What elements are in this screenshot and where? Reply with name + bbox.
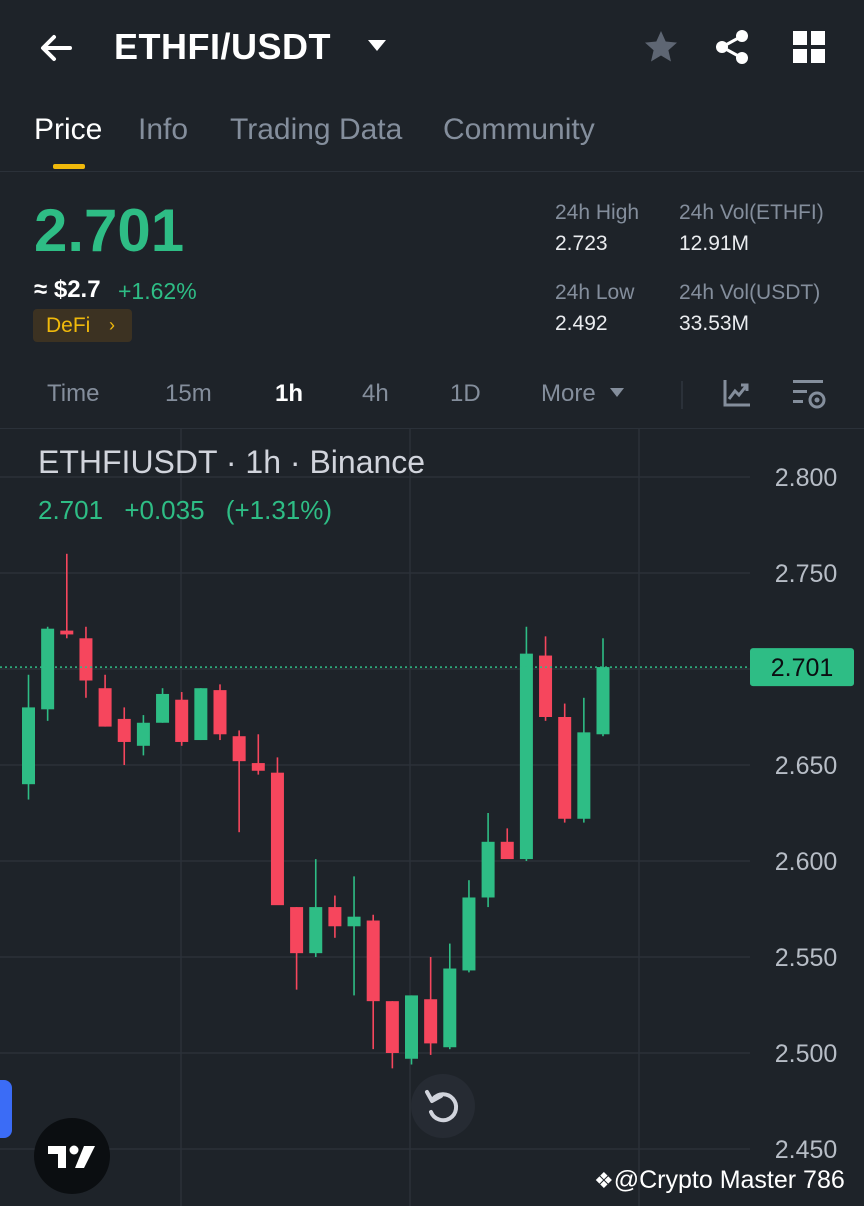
tab-info[interactable]: Info — [138, 113, 189, 146]
tab-trading-data[interactable]: Trading Data — [230, 113, 403, 146]
candle-body[interactable] — [270, 772, 284, 906]
candle-body[interactable] — [232, 736, 246, 762]
stat-vol-quote-label: 24h Vol(USDT) — [679, 281, 821, 304]
candle-body[interactable] — [290, 907, 304, 954]
candle-body[interactable] — [539, 655, 553, 717]
candle-body[interactable] — [79, 638, 93, 681]
candle-body[interactable] — [328, 907, 342, 927]
y-tick-label: 2.650 — [775, 752, 838, 780]
candle-body[interactable] — [366, 920, 380, 1002]
more-dropdown-icon[interactable] — [610, 388, 624, 397]
share-icon[interactable] — [713, 28, 751, 66]
candle-body[interactable] — [251, 763, 265, 771]
candle-body[interactable] — [443, 968, 457, 1048]
y-tick-label: 2.800 — [775, 464, 838, 492]
candle-body[interactable] — [309, 907, 323, 954]
tab-price[interactable]: Price — [34, 113, 103, 146]
separator — [681, 381, 683, 409]
chart-legend: 2.701 +0.035 (+1.31%) — [38, 495, 346, 526]
pair-title[interactable]: ETHFI/USDT — [114, 26, 331, 67]
y-tick-label: 2.500 — [775, 1040, 838, 1068]
chevron-down-icon[interactable] — [368, 40, 386, 51]
chart-settings-icon[interactable] — [791, 376, 827, 412]
interval-more[interactable]: More — [541, 380, 596, 407]
reset-icon — [425, 1090, 459, 1123]
interval-15m[interactable]: 15m — [165, 380, 212, 407]
category-tag-label: DeFi — [46, 314, 91, 337]
candle-body[interactable] — [136, 722, 150, 746]
last-price-badge — [750, 648, 854, 687]
candle-body[interactable] — [41, 628, 55, 710]
candle-body[interactable] — [577, 732, 591, 819]
candle-body[interactable] — [194, 688, 208, 741]
chart-title: ETHFIUSDT · 1h · Binance — [38, 444, 426, 480]
last-price: 2.701 — [34, 197, 185, 264]
candle-body[interactable] — [519, 653, 533, 860]
interval-4h[interactable]: 4h — [362, 380, 389, 407]
stat-vol-base-label: 24h Vol(ETHFI) — [679, 201, 824, 224]
stat-high-label: 24h High — [555, 201, 640, 224]
stat-low-label: 24h Low — [555, 281, 635, 304]
candle-body[interactable] — [117, 718, 131, 742]
candle-body[interactable] — [213, 690, 227, 735]
candle-body[interactable] — [347, 916, 361, 927]
candle-body[interactable] — [596, 667, 610, 735]
y-tick-label: 2.450 — [775, 1136, 838, 1164]
y-tick-label: 2.550 — [775, 944, 838, 972]
stat-high-value: 2.723 — [555, 232, 608, 255]
category-tag[interactable]: DeFi › — [33, 309, 132, 342]
reset-chart-button[interactable] — [411, 1074, 475, 1138]
y-tick-label: 2.600 — [775, 848, 838, 876]
last-price-badge-label: 2.701 — [771, 654, 834, 682]
chart-change-value: +0.035 — [124, 495, 205, 525]
side-panel-handle[interactable] — [0, 1080, 12, 1138]
chart-close-value: 2.701 — [38, 495, 104, 525]
candle-body[interactable] — [424, 999, 438, 1044]
tradingview-logo-icon — [48, 1145, 95, 1168]
usd-price: ≈ $2.7 — [34, 276, 101, 303]
stat-vol-quote-value: 33.53M — [679, 312, 750, 335]
grid-icon[interactable] — [792, 30, 826, 64]
candle-body[interactable] — [175, 699, 189, 742]
tradingview-logo[interactable] — [34, 1118, 110, 1194]
y-tick-label: 2.750 — [775, 560, 838, 588]
candle-body[interactable] — [405, 995, 418, 1059]
indicator-icon[interactable] — [722, 378, 752, 408]
watermark: ❖@Crypto Master 786 — [594, 1166, 845, 1194]
candle-body[interactable] — [500, 841, 514, 860]
active-tab-indicator — [53, 164, 85, 169]
chevron-right-icon: › — [109, 315, 115, 335]
tab-community[interactable]: Community — [443, 113, 595, 146]
candle-body[interactable] — [98, 688, 112, 727]
stat-vol-base-value: 12.91M — [679, 232, 750, 255]
interval-time[interactable]: Time — [47, 380, 100, 407]
candle-body[interactable] — [462, 897, 476, 971]
divider — [0, 428, 864, 429]
candle-body[interactable] — [156, 693, 170, 723]
star-icon[interactable] — [642, 28, 680, 66]
back-arrow-icon[interactable] — [36, 28, 76, 68]
candle-body[interactable] — [481, 841, 495, 898]
divider — [0, 171, 864, 172]
change-percent: +1.62% — [118, 278, 197, 304]
interval-1d[interactable]: 1D — [450, 380, 481, 407]
candle-body[interactable] — [385, 1001, 399, 1053]
chart-change-percent: (+1.31%) — [225, 495, 333, 525]
stat-low-value: 2.492 — [555, 312, 608, 335]
binance-logo-icon: ❖ — [594, 1168, 614, 1193]
candlestick-chart[interactable]: 2.8002.7502.7002.6502.6002.5502.5002.450… — [0, 429, 864, 1206]
interval-1h[interactable]: 1h — [275, 380, 304, 407]
candle-body[interactable] — [22, 707, 35, 785]
candle-body[interactable] — [60, 630, 74, 635]
candle-body[interactable] — [558, 717, 572, 819]
